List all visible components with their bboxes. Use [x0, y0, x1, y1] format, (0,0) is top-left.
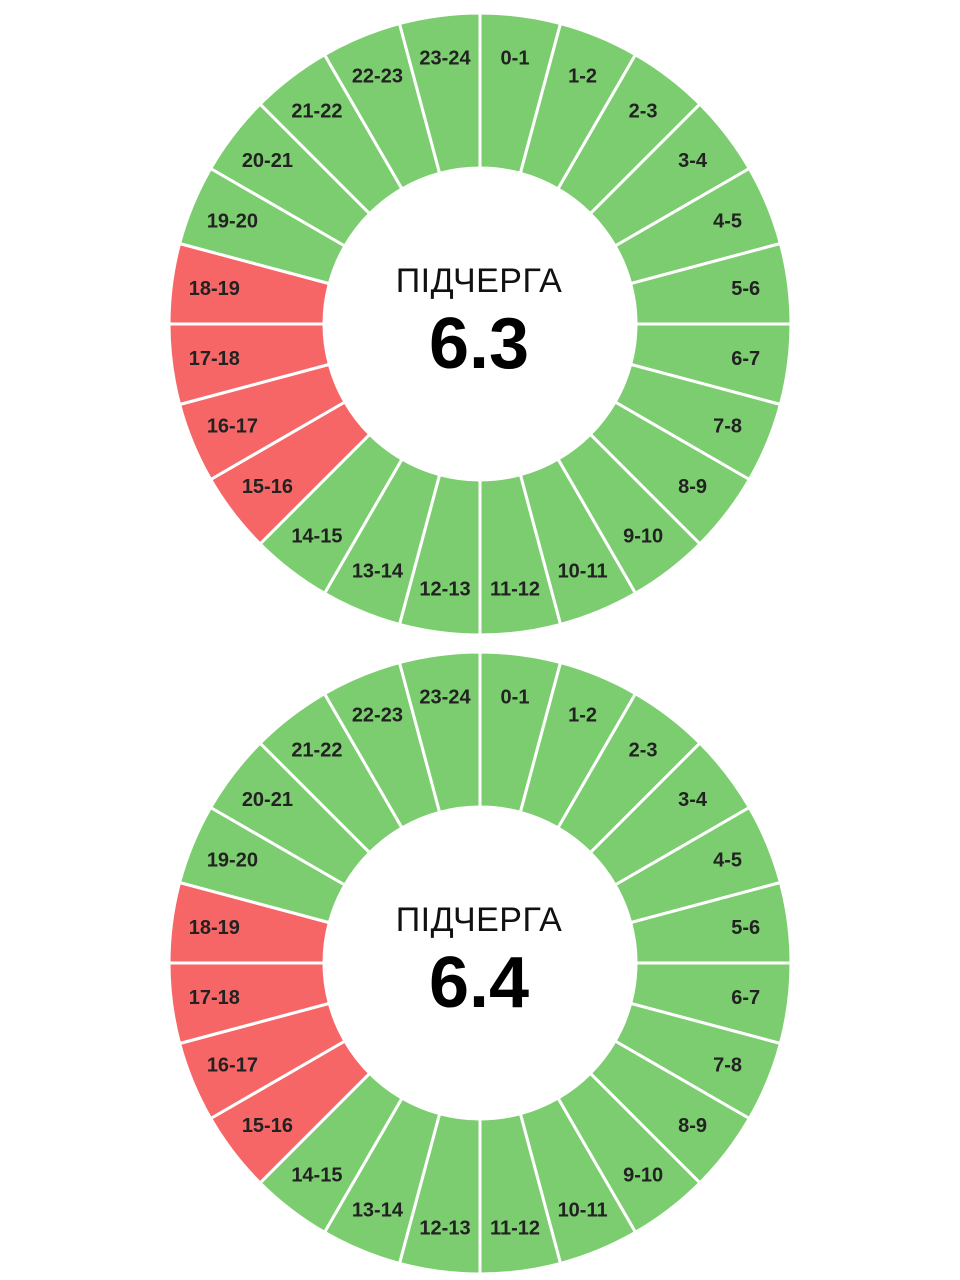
- hour-label-11-12: 11-12: [490, 1218, 540, 1240]
- hour-label-21-22: 21-22: [291, 739, 342, 761]
- hour-label-1-2: 1-2: [568, 65, 597, 87]
- hour-label-14-15: 14-15: [291, 1165, 342, 1187]
- hour-label-1-2: 1-2: [568, 704, 597, 726]
- hour-label-7-8: 7-8: [713, 416, 742, 438]
- wheel-svg-1: 0-1 1-2 2-3 3-4 4-5 5-6 6-7 7-8 8-9 9-10 10-11 11-1…: [167, 11, 793, 637]
- hour-label-2-3: 2-3: [629, 100, 658, 122]
- hour-label-20-21: 20-21: [242, 150, 293, 172]
- hour-label-23-24: 23-24: [419, 686, 471, 708]
- hour-label-11-12: 11-12: [490, 579, 540, 601]
- center-value: 6.4: [429, 943, 529, 1023]
- center-value: 6.3: [429, 304, 529, 384]
- hour-label-20-21: 20-21: [242, 789, 293, 811]
- hour-label-21-22: 21-22: [291, 100, 342, 122]
- hour-label-15-16: 15-16: [242, 1115, 293, 1137]
- hour-label-16-17: 16-17: [207, 416, 258, 438]
- wheel-svg-2: 0-1 1-2 2-3 3-4 4-5 5-6 6-7 7-8 8-9 9-10 10-11 11-1…: [167, 650, 793, 1276]
- hour-label-15-16: 15-16: [242, 476, 293, 498]
- hour-label-18-19: 18-19: [189, 278, 240, 300]
- hour-label-5-6: 5-6: [731, 917, 760, 939]
- hour-label-19-20: 19-20: [207, 210, 258, 232]
- hour-label-5-6: 5-6: [731, 278, 760, 300]
- wheel-segments: 0-1 1-2 2-3 3-4 4-5 5-6 6-7 7-8 8-9 9-10 10-11 11-1…: [167, 11, 793, 637]
- hour-label-4-5: 4-5: [713, 210, 742, 232]
- hour-label-0-1: 0-1: [501, 47, 530, 69]
- hour-label-12-13: 12-13: [419, 579, 470, 601]
- schedule-wheel-2: 0-1 1-2 2-3 3-4 4-5 5-6 6-7 7-8 8-9 9-10 10-11 11-1…: [0, 640, 960, 1280]
- center-caption: ПІДЧЕРГА: [396, 262, 563, 300]
- hour-label-13-14: 13-14: [352, 1200, 404, 1222]
- hour-label-18-19: 18-19: [189, 917, 240, 939]
- hour-label-12-13: 12-13: [419, 1218, 470, 1240]
- wheel-center-disc: [324, 807, 636, 1119]
- hour-label-10-11: 10-11: [558, 1200, 608, 1222]
- hour-label-17-18: 17-18: [189, 348, 240, 370]
- center-caption: ПІДЧЕРГА: [396, 901, 563, 939]
- hour-label-6-7: 6-7: [731, 348, 760, 370]
- hour-label-10-11: 10-11: [558, 561, 608, 583]
- wheel-center-disc: [324, 168, 636, 480]
- hour-label-17-18: 17-18: [189, 987, 240, 1009]
- hour-label-16-17: 16-17: [207, 1055, 258, 1077]
- schedule-wheel-1: 0-1 1-2 2-3 3-4 4-5 5-6 6-7 7-8 8-9 9-10 10-11 11-1…: [167, 11, 793, 637]
- hour-label-3-4: 3-4: [678, 789, 708, 811]
- hour-label-9-10: 9-10: [623, 1165, 663, 1187]
- hour-label-2-3: 2-3: [629, 739, 658, 761]
- hour-label-22-23: 22-23: [352, 704, 403, 726]
- hour-label-14-15: 14-15: [291, 526, 342, 548]
- hour-label-3-4: 3-4: [678, 150, 708, 172]
- hour-label-7-8: 7-8: [713, 1055, 742, 1077]
- wheel-segments: 0-1 1-2 2-3 3-4 4-5 5-6 6-7 7-8 8-9 9-10 10-11 11-1…: [167, 650, 793, 1276]
- hour-label-4-5: 4-5: [713, 849, 742, 871]
- hour-label-23-24: 23-24: [419, 47, 471, 69]
- hour-label-0-1: 0-1: [501, 686, 530, 708]
- hour-label-6-7: 6-7: [731, 987, 760, 1009]
- hour-label-22-23: 22-23: [352, 65, 403, 87]
- hour-label-19-20: 19-20: [207, 849, 258, 871]
- hour-label-8-9: 8-9: [678, 476, 707, 498]
- hour-label-8-9: 8-9: [678, 1115, 707, 1137]
- hour-label-13-14: 13-14: [352, 561, 404, 583]
- hour-label-9-10: 9-10: [623, 526, 663, 548]
